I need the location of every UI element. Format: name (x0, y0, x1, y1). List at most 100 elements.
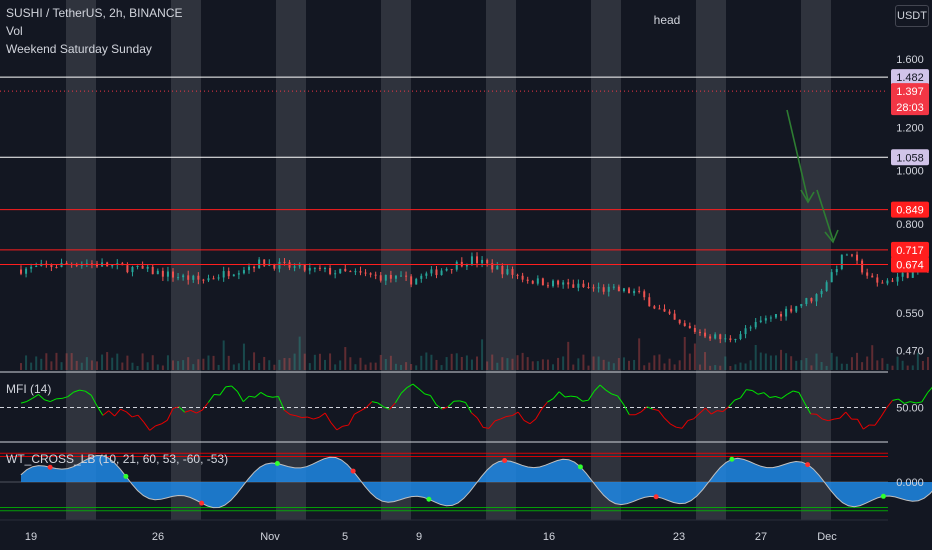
candle-body (567, 282, 570, 285)
volume-bar (724, 356, 727, 370)
candle-body (354, 271, 357, 273)
volume-bar (602, 359, 605, 370)
wt-legend[interactable]: WT_CROSS_LB (10, 21, 60, 53, -60, -53) (6, 450, 228, 468)
wt-line (20, 454, 932, 509)
volume-bar (187, 357, 190, 370)
wt-cross-dot (653, 494, 659, 500)
candle-body (688, 325, 691, 329)
volume-bar (688, 353, 691, 370)
candle-body (577, 283, 580, 288)
candle-body (222, 271, 225, 278)
vol-indicator-label[interactable]: Vol (6, 24, 23, 38)
volume-bar (704, 352, 707, 370)
mfi-segment (646, 406, 653, 410)
candle-body (20, 269, 22, 274)
candle-body (166, 271, 169, 277)
mfi-pane: 50.00 (0, 383, 932, 431)
candle-body (552, 280, 555, 287)
volume-bar (921, 360, 924, 370)
volume-bar (242, 343, 245, 370)
candle-body (536, 278, 539, 284)
mfi-segment (137, 414, 145, 423)
time-axis[interactable]: 19 26 Nov 5 9 16 23 27 Dec (25, 531, 837, 543)
candle-body (111, 265, 114, 267)
weekend-band (696, 0, 726, 520)
candle-body (35, 266, 38, 268)
volume-bar (501, 357, 504, 370)
time-tick-label: 26 (152, 531, 164, 543)
price-axis[interactable]: 1.600 1.200 1.000 0.800 0.550 0.470 (896, 54, 924, 357)
candle-body (430, 269, 433, 274)
mfi-segment (131, 414, 139, 418)
candle-body (825, 282, 828, 291)
volume-bar (541, 359, 544, 370)
volume-bar (916, 352, 919, 370)
volume-bar (35, 356, 38, 370)
candle-body (334, 273, 337, 275)
candle-body (506, 269, 509, 275)
mfi-segment (260, 392, 267, 397)
mfi-segment (389, 402, 396, 410)
volume-bar (638, 338, 641, 370)
candle-body (648, 297, 651, 307)
volume-bar (693, 343, 696, 370)
mfi-segment (892, 398, 899, 401)
mfi-segment (681, 420, 689, 429)
volume-bar (744, 363, 747, 370)
mfi-segment (910, 401, 917, 404)
candle-body (161, 270, 164, 277)
candle-body (394, 275, 397, 279)
candle-body (293, 266, 296, 268)
volume-bar (40, 358, 43, 370)
candle-body (75, 264, 78, 266)
candle-body (486, 259, 489, 264)
currency-button[interactable]: USDT (895, 5, 929, 27)
volume-bar (96, 361, 99, 370)
volume-bar (754, 344, 757, 370)
volume-bar (567, 341, 570, 370)
mfi-segment (523, 420, 531, 425)
time-tick-label: 23 (673, 531, 685, 543)
candle-body (820, 290, 823, 295)
mfi-segment (582, 399, 589, 402)
weekend-indicator-label[interactable]: Weekend Saturday Sunday (6, 42, 152, 56)
price-tick-label: 1.600 (896, 54, 924, 66)
volume-bar (237, 363, 240, 370)
candle-body (866, 272, 869, 276)
candle-body (653, 306, 656, 309)
mfi-legend[interactable]: MFI (14) (6, 380, 51, 398)
volume-bar (450, 353, 453, 370)
mfi-segment (558, 391, 566, 398)
wt-cross-dot (350, 468, 356, 474)
volume-bar (70, 353, 73, 370)
mfi-segment (313, 416, 320, 420)
mfi-segment (640, 406, 648, 413)
candle-body (136, 265, 139, 267)
candle-body (729, 338, 732, 341)
mfi-segment (26, 397, 33, 402)
weekend-band (66, 0, 96, 520)
volume-bar (653, 355, 656, 370)
candle-body (146, 266, 149, 269)
volume-bar (324, 359, 327, 370)
down-arrow (816, 189, 839, 244)
mfi-segment (371, 401, 378, 404)
candle-body (476, 256, 479, 264)
mfi-segment (757, 392, 765, 395)
candle-body (303, 264, 306, 271)
volume-bar (871, 345, 874, 370)
volume-bar (911, 365, 914, 370)
wt-area (21, 455, 932, 508)
volume-bar (668, 358, 671, 370)
volume-bar (60, 362, 63, 370)
volume-bar (75, 360, 78, 370)
mfi-segment (664, 417, 671, 425)
mfi-segment (751, 390, 759, 395)
time-tick-label: 27 (755, 531, 767, 543)
candle-body (668, 311, 671, 314)
volume-bar (795, 360, 798, 370)
mfi-segment (365, 401, 373, 409)
mfi-segment (342, 424, 349, 427)
volume-bar (592, 356, 595, 370)
